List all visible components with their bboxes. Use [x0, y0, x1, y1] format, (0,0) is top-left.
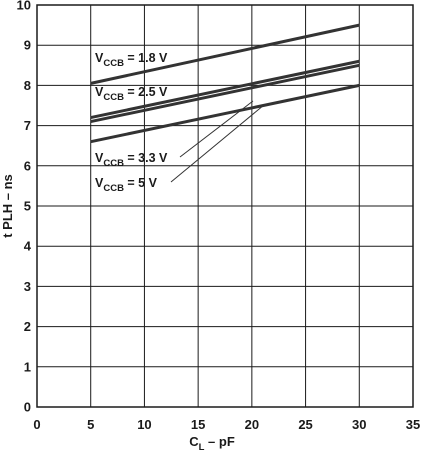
y-tick-label: 5 [24, 199, 31, 214]
y-tick-label: 9 [24, 38, 31, 53]
series-label-1: VCCB = 1.8 V [95, 51, 168, 69]
x-axis-label-rest: – pF [204, 434, 234, 449]
x-axis-label-main: C [189, 434, 199, 449]
y-tick-label: 7 [24, 118, 31, 133]
series-label-3: VCCB = 3.3 V [95, 151, 168, 169]
y-tick-label: 4 [24, 239, 32, 254]
series-label-4: VCCB = 5 V [95, 176, 158, 194]
series-line-2 [90, 59, 360, 120]
x-axis-label-sub: L [199, 442, 205, 453]
leader-line-4 [170, 104, 265, 183]
y-tick-label: 10 [17, 0, 31, 13]
y-tick-label: 0 [24, 400, 31, 415]
y-tick-labels: 0 1 2 3 4 5 6 7 8 9 10 [17, 0, 32, 415]
series-line-3 [90, 63, 360, 124]
y-axis-label: t PLH – ns [0, 174, 15, 238]
x-tick-label: 10 [137, 417, 151, 432]
series-line-4 [90, 83, 360, 144]
x-tick-label: 15 [191, 417, 205, 432]
series-line-1 [90, 23, 360, 85]
y-tick-label: 6 [24, 158, 31, 173]
x-tick-label: 20 [245, 417, 259, 432]
series-lines [90, 23, 360, 144]
x-tick-label: 0 [33, 417, 40, 432]
label-leader-lines [170, 100, 265, 183]
x-tick-label: 5 [87, 417, 94, 432]
y-tick-label: 8 [24, 78, 31, 93]
series-label-2: VCCB = 2.5 V [95, 85, 168, 103]
x-tick-label: 35 [406, 417, 420, 432]
y-tick-label: 2 [24, 319, 31, 334]
x-tick-label: 25 [298, 417, 312, 432]
x-axis-label: CL – pF [189, 434, 235, 453]
x-tick-label: 30 [352, 417, 366, 432]
series-labels: VCCB = 1.8 V VCCB = 2.5 V VCCB = 3.3 V VCCB… [95, 51, 168, 194]
x-tick-labels: 0 5 10 15 20 25 30 35 [33, 417, 420, 432]
y-tick-label: 1 [24, 359, 31, 374]
y-tick-label: 3 [24, 279, 31, 294]
plot-frame [36, 4, 414, 408]
